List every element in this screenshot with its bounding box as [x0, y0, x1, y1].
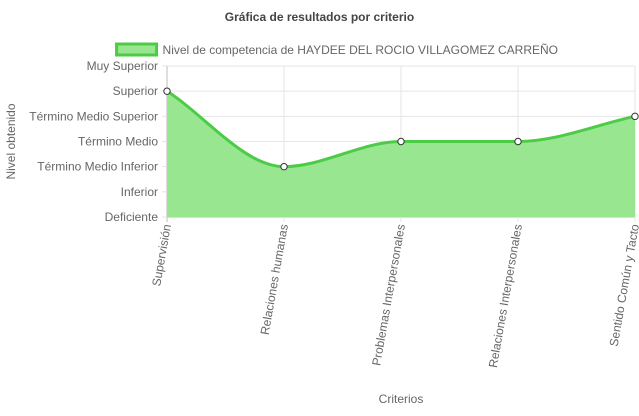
x-tick-label: Problemas Interpersonales — [369, 223, 408, 367]
x-tick-label: Relaciones Interpersonales — [486, 223, 525, 369]
x-axis-label: Criterios — [379, 392, 424, 406]
y-axis-label: Nivel obtenido — [4, 103, 18, 179]
series-area — [167, 91, 635, 217]
y-tick-label: Inferior — [121, 185, 158, 199]
data-point — [631, 112, 639, 121]
data-point — [514, 137, 522, 146]
y-tick-label: Término Medio Superior — [29, 109, 158, 123]
data-point — [163, 87, 171, 95]
y-tick-label: Superior — [113, 84, 158, 98]
legend-label: Nivel de competencia de HAYDEE DEL ROCIO… — [163, 43, 558, 57]
data-point — [397, 137, 405, 146]
x-tick-label: Supervisión — [149, 223, 174, 287]
chart-title: Gráfica de resultados por criterio — [225, 10, 414, 24]
x-tick-label: Relaciones humanas — [258, 223, 291, 336]
x-tick-label: Sentido Común y Tacto — [607, 223, 639, 348]
y-tick-label: Término Medio — [78, 135, 158, 149]
y-tick-label: Deficiente — [105, 210, 159, 224]
data-point — [280, 162, 288, 171]
legend-swatch — [115, 42, 159, 57]
y-tick-label: Muy Superior — [87, 59, 158, 73]
y-tick-label: Término Medio Inferior — [37, 160, 158, 174]
